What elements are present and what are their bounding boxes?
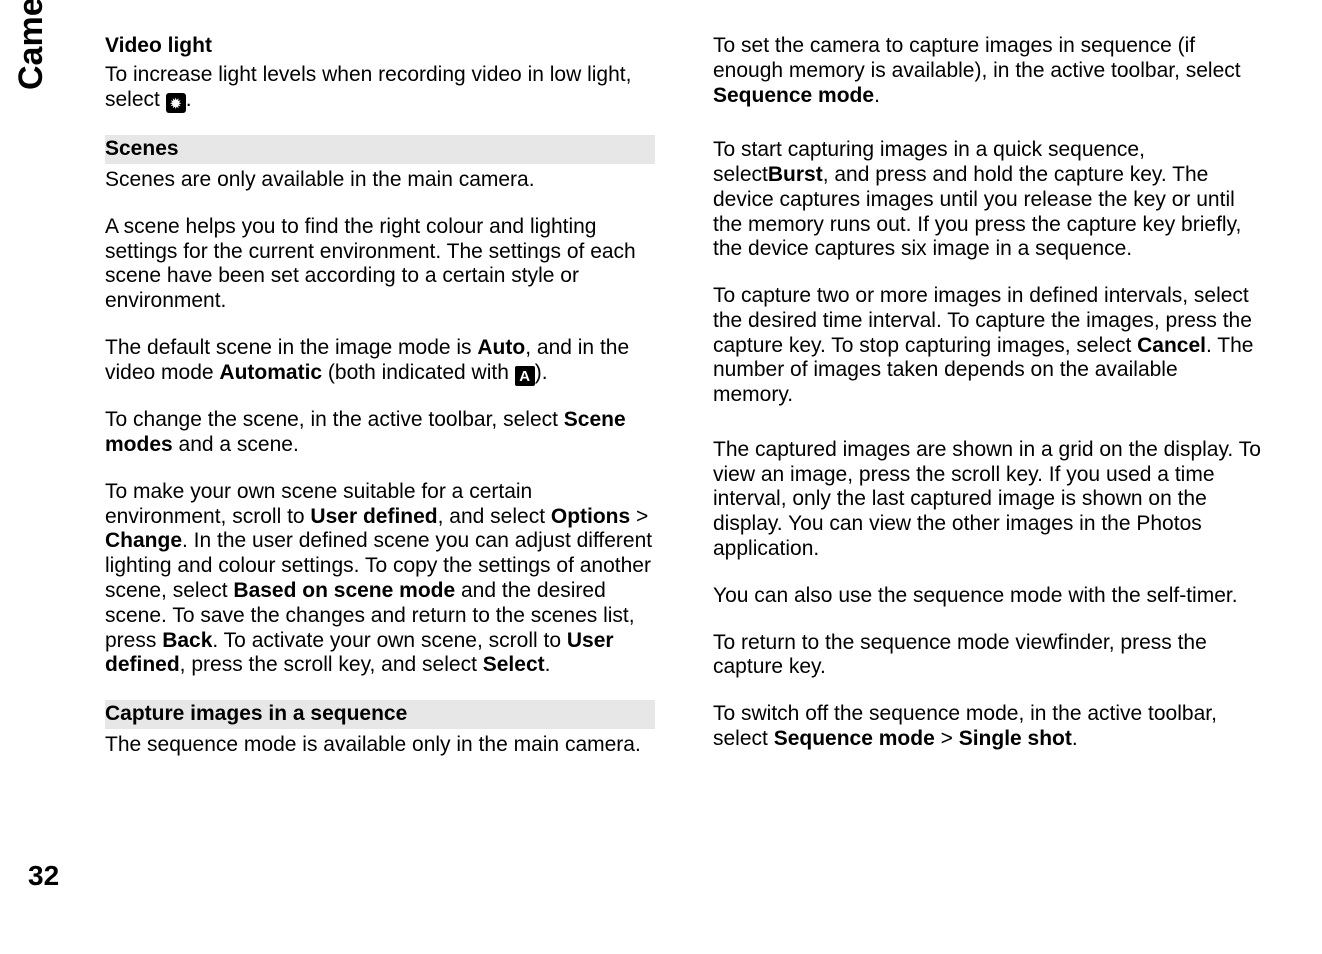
body-text: >: [630, 505, 648, 528]
light-icon: ✹: [166, 93, 186, 113]
left-column: Video light To increase light levels whe…: [105, 34, 655, 774]
video-light-paragraph: To increase light levels when recording …: [105, 63, 655, 113]
sidebar-chapter-title: Camera: [12, 0, 51, 90]
heading-capture-sequence: Capture images in a sequence: [105, 700, 655, 729]
heading-video-light: Video light: [105, 34, 655, 59]
bold-sequence-mode-2: Sequence mode: [774, 727, 935, 750]
body-text: To change the scene, in the active toolb…: [105, 408, 564, 431]
bold-automatic: Automatic: [219, 361, 322, 384]
bold-select: Select: [483, 653, 545, 676]
heading-scenes: Scenes: [105, 135, 655, 164]
right-paragraph-3: To capture two or more images in defined…: [713, 284, 1263, 408]
right-paragraph-7: To switch off the sequence mode, in the …: [713, 702, 1263, 752]
scenes-paragraph-5: To make your own scene suitable for a ce…: [105, 480, 655, 678]
right-paragraph-1: To set the camera to capture images in s…: [713, 34, 1263, 108]
body-text: ).: [535, 361, 548, 384]
bold-burst: Burst: [768, 163, 823, 186]
page-number: 32: [28, 860, 59, 892]
bold-sequence-mode: Sequence mode: [713, 84, 874, 107]
body-text: .: [186, 88, 192, 111]
scenes-paragraph-4: To change the scene, in the active toolb…: [105, 408, 655, 458]
body-text: >: [935, 727, 959, 750]
bold-cancel: Cancel: [1137, 334, 1206, 357]
bold-options: Options: [551, 505, 630, 528]
a-icon: A: [515, 366, 535, 386]
right-paragraph-6: To return to the sequence mode viewfinde…: [713, 631, 1263, 681]
bold-based-on: Based on scene mode: [233, 579, 455, 602]
right-paragraph-5: You can also use the sequence mode with …: [713, 584, 1263, 609]
capture-paragraph-1: The sequence mode is available only in t…: [105, 733, 655, 758]
body-text: .: [874, 84, 880, 107]
body-text: .: [545, 653, 551, 676]
bold-single-shot: Single shot: [959, 727, 1072, 750]
scenes-paragraph-2: A scene helps you to find the right colo…: [105, 215, 655, 314]
body-text: To set the camera to capture images in s…: [713, 34, 1241, 82]
content-columns: Video light To increase light levels whe…: [105, 34, 1285, 774]
body-text: . To activate your own scene, scroll to: [212, 629, 566, 652]
body-text: (both indicated with: [322, 361, 515, 384]
body-text: and a scene.: [173, 433, 299, 456]
bold-auto: Auto: [477, 336, 525, 359]
body-text: The default scene in the image mode is: [105, 336, 477, 359]
body-text: .: [1072, 727, 1078, 750]
bold-change: Change: [105, 529, 182, 552]
bold-back: Back: [162, 629, 212, 652]
body-text: , press the scroll key, and select: [180, 653, 483, 676]
body-text: , and select: [438, 505, 551, 528]
right-paragraph-4: The captured images are shown in a grid …: [713, 438, 1263, 562]
scenes-paragraph-1: Scenes are only available in the main ca…: [105, 168, 655, 193]
right-paragraph-2: To start capturing images in a quick seq…: [713, 138, 1263, 262]
bold-user-defined: User defined: [310, 505, 437, 528]
right-column: To set the camera to capture images in s…: [713, 34, 1263, 774]
scenes-paragraph-3: The default scene in the image mode is A…: [105, 336, 655, 387]
